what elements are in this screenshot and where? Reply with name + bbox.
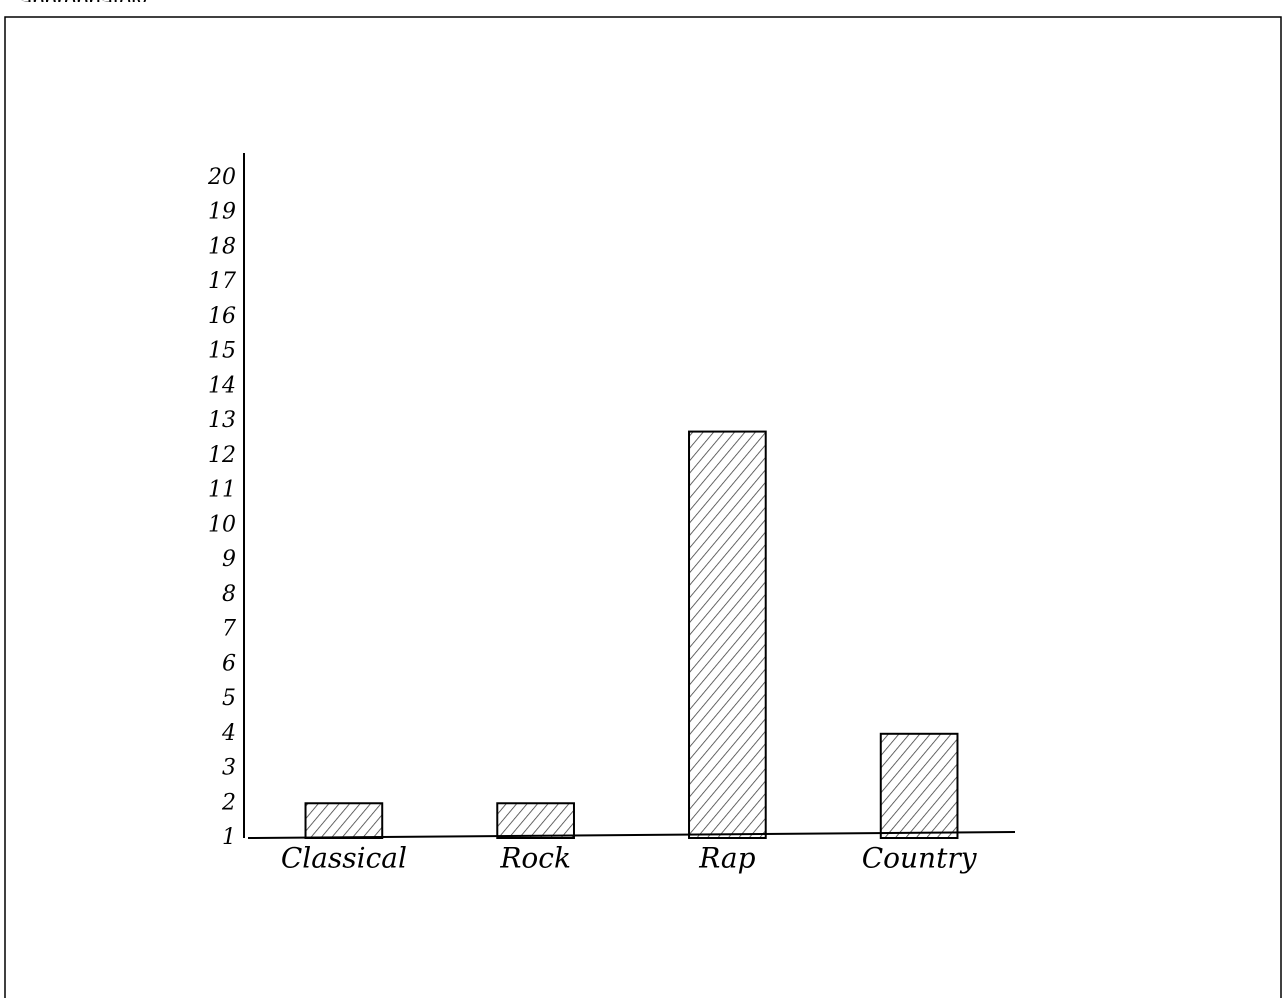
y-tick-label: 19: [208, 200, 236, 225]
frame: [5, 17, 1281, 998]
y-tick-label: 3: [222, 756, 236, 781]
bar: [497, 803, 574, 838]
x-tick-label: Rap: [698, 842, 755, 875]
y-tick-label: 20: [207, 165, 236, 190]
y-tick-label: 13: [208, 408, 236, 433]
chart: 1234567891011121314151617181920Classical…: [0, 0, 1285, 998]
y-tick-label: 2: [221, 790, 236, 815]
x-tick-label: Rock: [499, 842, 571, 875]
x-tick-label: Classical: [281, 842, 407, 875]
bar: [881, 734, 958, 838]
bar: [306, 803, 383, 838]
y-tick-label: 7: [222, 617, 236, 642]
y-tick-label: 4: [221, 721, 236, 746]
y-tick-label: 16: [208, 304, 236, 329]
y-tick-label: 10: [208, 512, 236, 537]
y-tick-label: 9: [222, 547, 236, 572]
y-tick-label: 14: [208, 373, 236, 398]
x-tick-label: Country: [862, 842, 978, 875]
y-tick-label: 12: [208, 443, 236, 468]
y-tick-label: 1: [222, 825, 236, 850]
y-tick-label: 11: [208, 478, 236, 503]
y-tick-label: 17: [208, 269, 236, 294]
page: appropriately 12345678910111213141516171…: [0, 0, 1285, 998]
y-tick-label: 5: [222, 686, 236, 711]
y-tick-label: 6: [222, 651, 236, 676]
bar: [689, 432, 766, 838]
y-tick-label: 8: [222, 582, 236, 607]
y-tick-label: 15: [208, 339, 236, 364]
y-tick-label: 18: [208, 234, 236, 259]
